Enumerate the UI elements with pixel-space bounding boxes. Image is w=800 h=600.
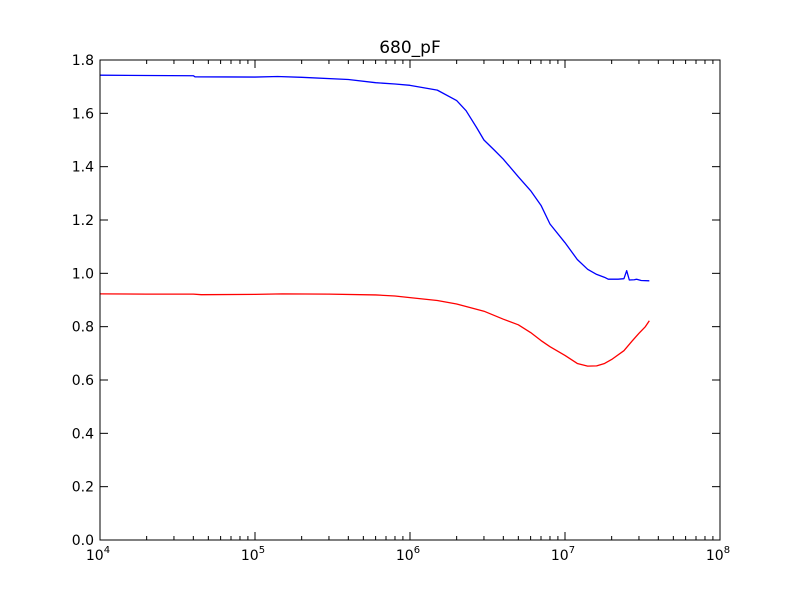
y-tick-label-5: 1.0: [72, 266, 94, 282]
plot-frame: [99, 59, 721, 541]
y-tick-label-2: 0.4: [72, 426, 94, 442]
y-tick-label-9: 1.8: [72, 53, 94, 69]
x-tick-label-2: 106: [396, 545, 420, 564]
x-tick-label-4: 108: [706, 545, 730, 564]
y-tick-label-3: 0.6: [72, 373, 94, 389]
series-line-1: [99, 74, 650, 282]
y-tick-label-8: 1.6: [72, 106, 94, 122]
y-tick-label-6: 1.2: [72, 213, 94, 229]
x-tick-label-3: 107: [551, 545, 575, 564]
series-layer: [99, 74, 650, 367]
y-tick-label-0: 0.0: [72, 533, 94, 549]
x-tick-label-0: 104: [86, 545, 110, 564]
x-tick-label-1: 105: [241, 545, 265, 564]
series-line-2: [99, 293, 650, 367]
chart-title: 680_pF: [379, 38, 441, 58]
y-tick-label-4: 0.8: [72, 320, 94, 336]
y-tick-label-7: 1.4: [72, 160, 94, 176]
y-tick-label-1: 0.2: [72, 480, 94, 496]
